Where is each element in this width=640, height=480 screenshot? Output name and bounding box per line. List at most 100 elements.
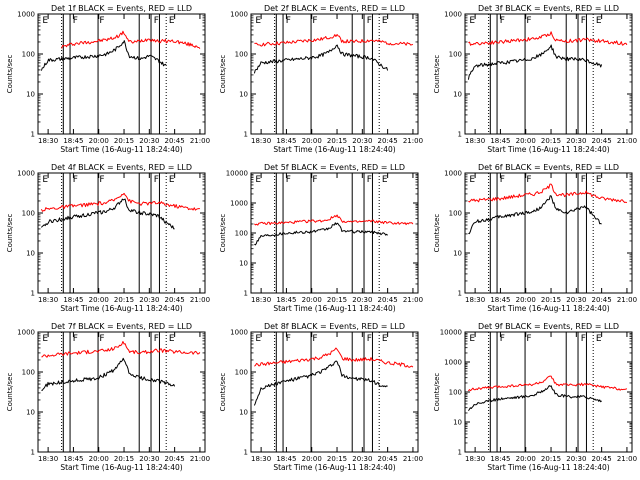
y-tick-label: 10 <box>453 250 462 258</box>
y-tick-label: 10 <box>239 91 248 99</box>
x-tick-label: 21:00 <box>403 455 423 463</box>
x-tick-label: 21:00 <box>190 296 210 304</box>
y-tick-label: 1000 <box>17 11 35 19</box>
y-axis-label: Counts/sec <box>433 214 441 253</box>
x-tick-label: 20:00 <box>516 137 536 145</box>
x-tick-label: 21:00 <box>190 455 210 463</box>
event-marker-label: F <box>73 16 78 26</box>
series-line-events <box>467 44 603 80</box>
x-tick-label: 20:15 <box>541 455 561 463</box>
x-tick-label: 18:30 <box>38 455 58 463</box>
event-marker-label: E <box>596 175 602 185</box>
event-marker-label: E <box>42 175 48 185</box>
y-tick-label: 1 <box>244 449 248 457</box>
x-tick-label: 18:45 <box>63 137 83 145</box>
series-line-events <box>253 44 389 74</box>
x-axis-label: Start Time (16-Aug-11 18:24:40) <box>273 463 395 472</box>
x-tick-label: 18:45 <box>490 137 510 145</box>
x-tick-label: 20:00 <box>516 296 536 304</box>
y-tick-label: 100 <box>22 210 35 218</box>
x-tick-label: 18:45 <box>276 455 296 463</box>
x-axis-label: Start Time (16-Aug-11 18:24:40) <box>487 145 609 154</box>
x-tick-label: 18:30 <box>465 137 485 145</box>
plot-frame <box>37 172 206 294</box>
x-tick-label: 20:45 <box>592 137 612 145</box>
x-tick-label: 20:30 <box>139 455 159 463</box>
chart-panel-4: Det 4f BLACK = Events, RED = LLD 1 10 100 10… <box>6 163 210 313</box>
x-tick-label: 20:30 <box>352 455 372 463</box>
y-tick-label: 1 <box>31 131 35 139</box>
x-tick-label: 20:30 <box>352 137 372 145</box>
x-tick-label: 20:00 <box>516 455 536 463</box>
event-marker-label: F <box>154 16 159 26</box>
event-marker-label: F <box>99 175 104 185</box>
event-marker-label: F <box>500 334 505 344</box>
y-tick-label: 100 <box>449 210 462 218</box>
y-tick-label: 10 <box>26 250 35 258</box>
x-tick-label: 20:30 <box>352 296 372 304</box>
x-tick-label: 21:00 <box>190 137 210 145</box>
x-tick-label: 20:15 <box>541 296 561 304</box>
chart-title: Det 5f BLACK = Events, RED = LLD <box>264 163 405 172</box>
event-marker-label: F <box>286 16 291 26</box>
chart-title: Det 7f BLACK = Events, RED = LLD <box>51 322 192 331</box>
plot-frame <box>37 13 206 135</box>
plot-frame <box>37 331 206 453</box>
plot-frame <box>464 172 633 294</box>
event-marker-label: F <box>286 334 291 344</box>
event-marker-label: E <box>596 16 602 26</box>
event-marker-label: E <box>255 334 261 344</box>
chart-title: Det 1f BLACK = Events, RED = LLD <box>51 4 192 13</box>
chart-panel-7: Det 7f BLACK = Events, RED = LLD 1 10 100 10… <box>6 322 210 472</box>
chart-title: Det 3f BLACK = Events, RED = LLD <box>478 4 619 13</box>
event-marker-label: E <box>42 16 48 26</box>
event-marker-label: F <box>286 175 291 185</box>
x-tick-label: 20:45 <box>165 455 185 463</box>
x-tick-label: 20:30 <box>139 137 159 145</box>
series-line-lld <box>254 34 414 47</box>
y-tick-label: 1000 <box>230 329 248 337</box>
event-marker-label: E <box>169 175 175 185</box>
event-marker-label: F <box>367 16 372 26</box>
y-tick-label: 10000 <box>226 170 248 178</box>
chart-panel-5: Det 5f BLACK = Events, RED = LLD 1 10 100 10… <box>219 163 423 313</box>
chart-title: Det 9f BLACK = Events, RED = LLD <box>478 322 619 331</box>
event-marker-label: E <box>169 16 175 26</box>
y-tick-label: 1 <box>31 290 35 298</box>
chart-panel-6: Det 6f BLACK = Events, RED = LLD 1 10 100 10… <box>433 163 637 313</box>
x-tick-label: 21:00 <box>617 296 637 304</box>
x-tick-label: 18:45 <box>490 455 510 463</box>
y-tick-label: 1 <box>458 290 462 298</box>
y-tick-label: 1000 <box>444 359 462 367</box>
x-tick-label: 20:30 <box>566 137 586 145</box>
y-tick-label: 100 <box>22 51 35 59</box>
y-tick-label: 1000 <box>17 329 35 337</box>
event-marker-label: F <box>526 334 531 344</box>
x-tick-label: 20:45 <box>378 455 398 463</box>
x-tick-label: 18:30 <box>251 296 271 304</box>
chart-panel-1: Det 1f BLACK = Events, RED = LLD 1 10 100 10… <box>6 4 210 154</box>
x-tick-label: 21:00 <box>403 296 423 304</box>
event-marker-label: E <box>255 175 261 185</box>
event-marker-label: F <box>367 175 372 185</box>
x-tick-label: 20:45 <box>378 137 398 145</box>
y-tick-label: 100 <box>235 369 248 377</box>
x-tick-label: 20:00 <box>89 455 109 463</box>
series-line-events <box>41 357 176 391</box>
series-line-lld <box>468 183 628 204</box>
event-marker-label: F <box>73 334 78 344</box>
y-tick-label: 10 <box>239 409 248 417</box>
x-tick-label: 20:00 <box>302 137 322 145</box>
y-tick-label: 10 <box>239 260 248 268</box>
event-marker-label: E <box>469 334 475 344</box>
event-marker-label: F <box>526 175 531 185</box>
event-marker-label: F <box>581 175 586 185</box>
x-axis-label: Start Time (16-Aug-11 18:24:40) <box>487 304 609 313</box>
event-marker-label: F <box>581 334 586 344</box>
event-marker-label: E <box>382 175 388 185</box>
y-axis-label: Counts/sec <box>219 55 227 94</box>
chart-panel-3: Det 3f BLACK = Events, RED = LLD 1 10 100 10… <box>433 4 637 154</box>
x-tick-label: 20:30 <box>566 296 586 304</box>
